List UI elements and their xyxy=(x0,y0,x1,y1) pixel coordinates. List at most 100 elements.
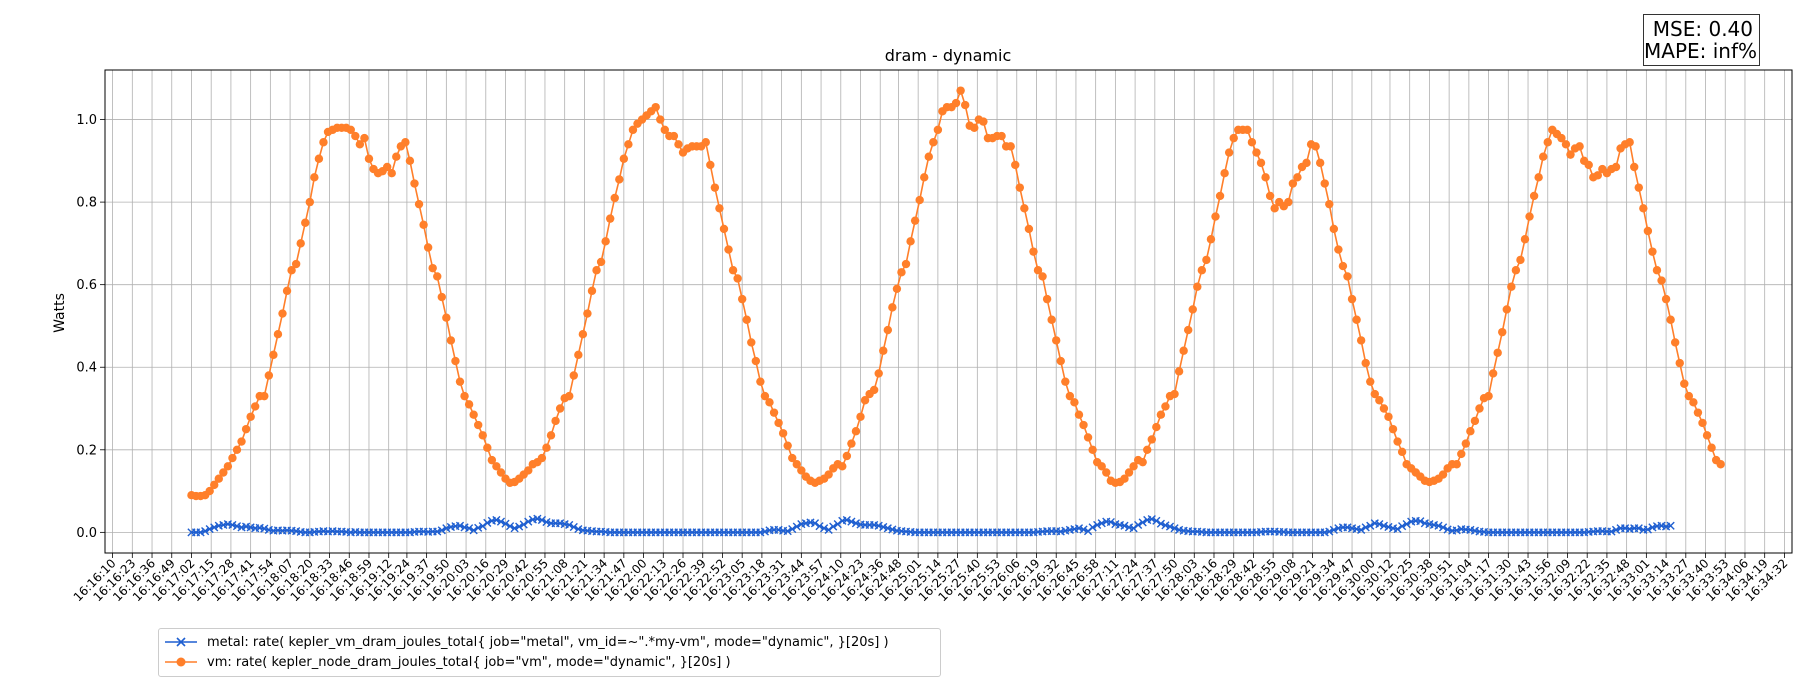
data-point xyxy=(419,220,428,230)
data-point xyxy=(487,455,497,465)
data-point xyxy=(264,371,274,380)
data-point xyxy=(774,418,783,428)
data-point xyxy=(260,391,269,401)
data-point xyxy=(1648,247,1657,256)
data-point xyxy=(269,350,278,360)
data-point xyxy=(1502,305,1511,314)
data-point xyxy=(1379,404,1389,413)
data-point xyxy=(1093,520,1102,530)
data-point xyxy=(578,330,588,339)
data-point xyxy=(305,197,315,207)
data-point xyxy=(201,527,210,536)
data-point xyxy=(970,123,979,132)
data-point xyxy=(1129,524,1138,533)
data-point xyxy=(414,199,424,209)
data-point xyxy=(1639,204,1648,213)
data-point xyxy=(364,154,374,163)
data-point xyxy=(537,453,547,463)
data-point xyxy=(515,522,524,531)
data-point xyxy=(1042,294,1052,304)
data-point xyxy=(241,424,251,434)
data-point xyxy=(291,259,301,269)
data-point xyxy=(888,303,897,312)
data-point xyxy=(824,470,833,479)
data-point xyxy=(1029,247,1038,256)
data-point xyxy=(1698,418,1707,428)
data-point xyxy=(196,528,205,537)
data-point xyxy=(360,133,369,143)
data-point xyxy=(237,437,246,446)
data-point xyxy=(437,292,446,302)
data-point xyxy=(569,522,578,532)
data-point xyxy=(1675,358,1684,368)
data-point xyxy=(1366,377,1375,386)
data-point xyxy=(1247,138,1257,147)
data-point xyxy=(1397,447,1407,457)
data-point xyxy=(1006,142,1015,151)
data-point xyxy=(1152,516,1161,525)
data-point xyxy=(483,518,492,527)
data-point xyxy=(1097,519,1106,528)
data-point xyxy=(997,131,1006,141)
y-tick-label: 1.0 xyxy=(76,113,97,128)
data-point xyxy=(1288,179,1298,188)
data-point xyxy=(1398,522,1407,531)
legend-entry-metal: metal: rate( kepler_vm_dram_joules_total… xyxy=(159,632,889,652)
y-tick-label: 0.0 xyxy=(76,526,97,541)
data-point xyxy=(314,154,324,163)
data-point xyxy=(442,524,451,533)
data-point xyxy=(1516,255,1525,265)
data-point xyxy=(387,169,396,178)
data-point xyxy=(1379,521,1388,530)
data-point xyxy=(979,117,988,126)
data-point xyxy=(838,462,847,471)
data-point xyxy=(465,524,474,533)
data-point xyxy=(1329,224,1339,234)
data-point xyxy=(924,152,933,161)
data-point xyxy=(660,125,669,135)
data-point xyxy=(1393,437,1402,446)
data-point xyxy=(892,284,902,293)
stats-box: MSE: 0.40 MAPE: inf% xyxy=(1643,14,1760,66)
data-point xyxy=(1320,179,1329,188)
data-point xyxy=(428,263,437,273)
data-point xyxy=(747,338,756,347)
data-point xyxy=(1329,525,1338,534)
data-point xyxy=(810,519,820,528)
data-point xyxy=(464,400,474,409)
data-point xyxy=(1193,282,1202,291)
data-point xyxy=(228,453,237,463)
data-point xyxy=(1102,468,1111,477)
data-point xyxy=(1311,142,1320,151)
data-point xyxy=(250,402,260,411)
data-point xyxy=(1138,518,1147,527)
data-point xyxy=(1557,133,1566,143)
data-point xyxy=(1047,315,1056,324)
series-line xyxy=(191,88,1722,497)
data-point xyxy=(1611,162,1621,172)
data-point xyxy=(496,517,506,526)
data-point xyxy=(1347,294,1357,304)
data-point xyxy=(1011,160,1020,170)
mse-text: MSE: 0.40 xyxy=(1652,17,1753,41)
data-point xyxy=(1539,152,1548,161)
data-point xyxy=(628,125,638,135)
data-point xyxy=(296,239,305,248)
y-tick-label: 0.2 xyxy=(76,443,97,458)
data-point xyxy=(1129,462,1138,471)
data-point xyxy=(1498,327,1507,337)
data-point xyxy=(1338,261,1348,271)
data-point xyxy=(847,517,856,526)
data-point xyxy=(1334,245,1343,254)
data-point xyxy=(960,100,970,110)
mape-text: MAPE: inf% xyxy=(1644,39,1758,63)
data-point xyxy=(833,520,842,529)
data-point xyxy=(1416,517,1425,526)
data-point xyxy=(933,125,943,135)
data-point xyxy=(869,385,879,395)
data-point xyxy=(719,224,729,234)
data-point xyxy=(733,274,742,283)
data-point xyxy=(1083,433,1093,442)
data-point xyxy=(474,523,483,532)
data-point xyxy=(842,451,852,461)
